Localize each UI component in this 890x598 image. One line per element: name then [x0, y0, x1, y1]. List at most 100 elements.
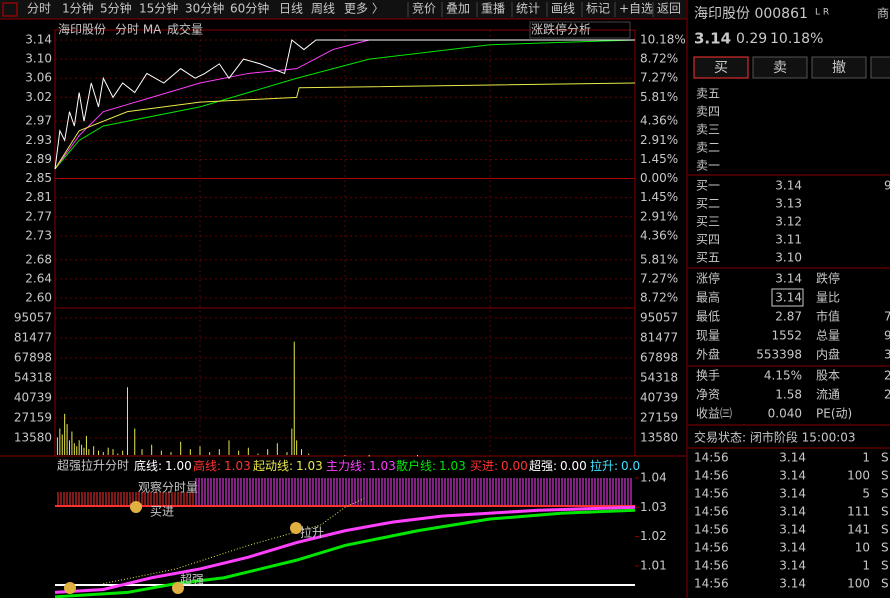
indicator-item-value: 1.03: [296, 459, 323, 473]
toolbar-tab[interactable]: 更多 〉: [344, 2, 384, 16]
trade-side: S: [881, 577, 889, 591]
ask-label: 卖二: [696, 141, 720, 155]
trade-price: 3.14: [779, 487, 806, 501]
trade-button[interactable]: [811, 56, 867, 79]
trade-side: S: [881, 505, 889, 519]
pct-tick-label: 5.81%: [640, 252, 678, 266]
stock-flags: L R: [815, 8, 829, 18]
trade-price: 3.14: [779, 523, 806, 537]
ma-slow-line: [54, 39, 636, 170]
toolbar-tool[interactable]: 竞价: [412, 2, 436, 16]
stock-extra: 商: [877, 6, 889, 21]
pct-tick-label: 1.45%: [640, 190, 678, 204]
stat-label: 最低: [696, 310, 720, 324]
volume-tick-label-right: 40739: [640, 391, 678, 405]
toolbar-tool[interactable]: 画线: [551, 2, 575, 16]
indicator-item-label: 超强:: [529, 458, 557, 473]
trade-time: 14:56: [694, 559, 729, 573]
signal-icon: [64, 582, 76, 594]
trade-side: S: [881, 541, 889, 555]
ma-fast-line: [54, 39, 635, 170]
bid-volume: 9: [884, 179, 890, 193]
toolbar-tab[interactable]: 60分钟: [230, 1, 269, 16]
volume-tick-label-right: 81477: [640, 331, 678, 345]
ask-label: 卖一: [696, 159, 720, 173]
price-tick-label: 2.85: [25, 171, 52, 185]
toolbar-tab[interactable]: 1分钟: [62, 1, 94, 16]
indicator-item: 高线: 1.03: [193, 458, 251, 473]
toolbar-tab[interactable]: 周线: [311, 2, 335, 16]
stat-label: 最高: [696, 290, 720, 305]
signal-icon: [130, 501, 142, 513]
indicator-item-value: 1.03: [224, 459, 251, 473]
trade-volume: 100: [847, 577, 870, 591]
trade-side: S: [881, 469, 889, 483]
trade-volume: 10: [855, 541, 870, 555]
trade-time: 14:56: [694, 523, 729, 537]
toolbar-tool[interactable]: 重播: [481, 2, 505, 16]
trade-volume: 5: [862, 487, 870, 501]
pct-tick-label: 0.00%: [640, 171, 678, 185]
toolbar-tab[interactable]: 30分钟: [185, 1, 224, 16]
price-tick-label: 2.64: [25, 271, 52, 285]
toolbar-tab[interactable]: 分时: [27, 2, 51, 16]
trade-time: 14:56: [694, 469, 729, 483]
trade-side: S: [881, 559, 889, 573]
volume-tick-label: 95057: [14, 311, 52, 325]
stat-value: 3.14: [775, 272, 802, 286]
trade-button[interactable]: [752, 56, 808, 79]
high-box: [771, 288, 804, 307]
indicator-item: 超强: 0.00: [529, 458, 587, 473]
ask-label: 卖五: [696, 87, 720, 101]
toolbar-tab[interactable]: 15分钟: [139, 1, 178, 16]
pct-tick-label: 2.91%: [640, 209, 678, 223]
stat-value: 90: [884, 329, 890, 343]
toolbar-tool[interactable]: +自选: [619, 2, 653, 16]
trade-button-partial: [870, 56, 890, 79]
pct-tick-label: 8.72%: [640, 291, 678, 305]
toolbar-tab[interactable]: 日线: [279, 2, 303, 16]
stat-label: 涨停: [696, 271, 720, 286]
volume-tick-label-right: 13580: [640, 431, 678, 445]
trade-price: 3.14: [779, 577, 806, 591]
stat-label: 跌停: [816, 271, 840, 286]
toolbar-tool[interactable]: 叠加: [446, 2, 470, 16]
price-tick-label: 2.89: [25, 152, 52, 166]
toolbar-icon: [2, 2, 18, 17]
pct-tick-label: 5.81%: [640, 90, 678, 104]
analysis-button[interactable]: [529, 21, 631, 39]
chart-stock: 海印股份: [58, 22, 106, 37]
price-tick-label: 2.81: [25, 190, 52, 204]
trade-volume: 100: [847, 469, 870, 483]
toolbar-tool[interactable]: 返回: [657, 2, 681, 16]
stock-name: 海印股份 000861: [694, 6, 808, 22]
stat-value: 1.58: [775, 388, 802, 402]
trade-status: 交易状态: 闭市阶段 15:00:03: [694, 430, 856, 445]
price-tick-label: 2.68: [25, 252, 52, 266]
stat-value: 3.14: [775, 291, 802, 305]
indicator-item: 主力线: 1.03: [326, 459, 396, 473]
trade-button-label: 撤: [832, 60, 846, 76]
stat-value: 2.87: [775, 310, 802, 324]
pct-tick-label: 7.27%: [640, 71, 678, 85]
stat-label: PE(动): [816, 407, 852, 421]
trade-button-label: 卖: [773, 60, 787, 76]
toolbar-tool[interactable]: 统计: [516, 2, 540, 16]
trade-volume: 141: [847, 523, 870, 537]
toolbar-tool[interactable]: 标记: [586, 2, 610, 16]
pct-tick-label: 7.27%: [640, 271, 678, 285]
stat-label: 收益㈢: [696, 407, 732, 421]
trade-time: 14:56: [694, 451, 729, 465]
trade-button[interactable]: [693, 56, 749, 79]
toolbar-tab[interactable]: 5分钟: [100, 1, 132, 16]
signal-icon: [290, 522, 302, 534]
price-tick-label: 3.14: [25, 33, 52, 47]
trade-price: 3.14: [779, 559, 806, 573]
ask-label: 卖四: [696, 105, 720, 119]
indicator-note: 超强: [180, 572, 204, 587]
indicator-item-value: 0.00: [560, 459, 587, 473]
stat-value: 553398: [756, 348, 802, 362]
signal-icon: [172, 582, 184, 594]
volume-tick-label: 27159: [14, 411, 52, 425]
